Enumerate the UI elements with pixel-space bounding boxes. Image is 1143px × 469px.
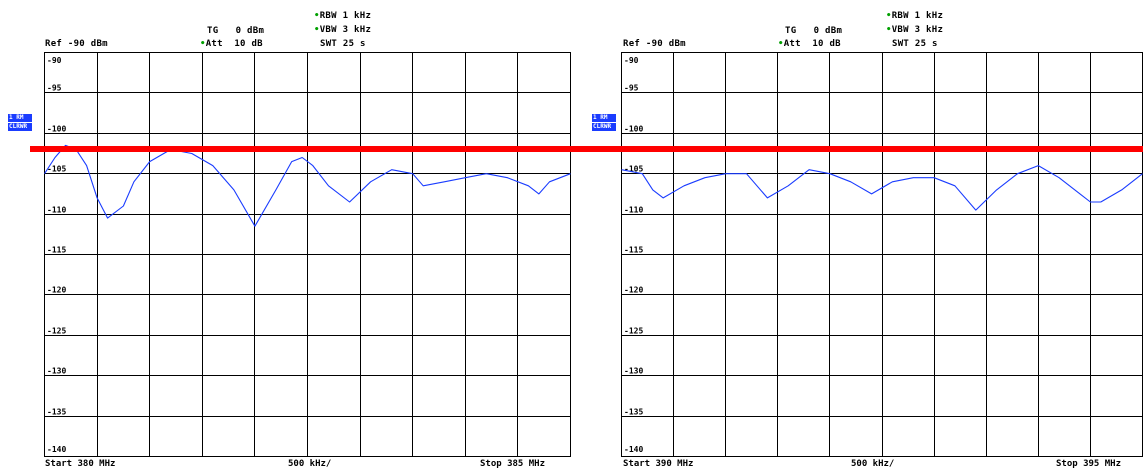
rbw-label: •RBW 1 kHz (886, 11, 944, 21)
y-tick-label: -120 (47, 286, 66, 295)
status-dot-icon: • (200, 39, 206, 49)
status-dot-icon: • (314, 25, 320, 35)
tg-label: TG 0 dBm (207, 26, 265, 36)
start-frequency: Start 390 MHz (623, 459, 694, 469)
y-tick-label: -130 (624, 367, 643, 376)
status-dot-icon: • (778, 39, 784, 49)
trace-mode-label: 1 RM (8, 114, 32, 122)
trace-mode-label: 1 RM (592, 114, 616, 122)
y-tick-label: -140 (624, 445, 643, 454)
span-per-div: 500 kHz/ (851, 459, 895, 469)
spectrum-svg-left: -90 -95 -100 -105 -110 -115 -120 -125 -130 -135 -1… (44, 52, 571, 457)
y-tick-label: -110 (47, 206, 66, 215)
swt-label: SWT 25 s (892, 39, 938, 49)
analyzer-panel-left: Ref -90 dBm TG 0 dBm •Att 10 dB •RBW 1 k… (0, 0, 572, 469)
span-per-div: 500 kHz/ (288, 459, 332, 469)
trace-indicator: 1 RM CLRWR (8, 114, 32, 132)
analyzer-panel-right: Ref -90 dBm TG 0 dBm •Att 10 dB •RBW 1 k… (578, 0, 1143, 469)
y-tick-label: -115 (624, 246, 643, 255)
y-tick-label: -100 (47, 125, 66, 134)
y-tick-label: -125 (624, 327, 643, 336)
y-tick-label: -110 (624, 206, 643, 215)
y-tick-label: -105 (47, 165, 66, 174)
y-tick-label: -95 (47, 84, 62, 93)
att-label: •Att 10 dB (200, 39, 263, 49)
y-tick-label: -120 (624, 286, 643, 295)
limit-line (30, 146, 1143, 152)
trace-detector-label: CLRWR (8, 123, 32, 131)
trace-detector-label: CLRWR (592, 123, 616, 131)
rbw-label: •RBW 1 kHz (314, 11, 372, 21)
y-tick-label: -95 (624, 84, 639, 93)
spectrum-plot-right: -90 -95 -100 -105 -110 -115 -120 -125 -130 -135 -1… (621, 52, 1143, 457)
status-dot-icon: • (886, 11, 892, 21)
spectrum-trace (44, 144, 571, 227)
vbw-label: •VBW 3 kHz (886, 25, 944, 35)
status-dot-icon: • (886, 25, 892, 35)
swt-label: SWT 25 s (320, 39, 366, 49)
ref-level-label: Ref -90 dBm (45, 39, 108, 49)
y-tick-label: -135 (47, 408, 66, 417)
tg-label: TG 0 dBm (785, 26, 843, 36)
y-tick-label: -140 (47, 445, 66, 454)
spectrum-plot-left: -90 -95 -100 -105 -110 -115 -120 -125 -130 -135 -1… (44, 52, 571, 457)
y-tick-label: -105 (624, 165, 643, 174)
y-tick-label: -115 (47, 246, 66, 255)
status-dot-icon: • (314, 11, 320, 21)
vbw-label: •VBW 3 kHz (314, 25, 372, 35)
trace-indicator: 1 RM CLRWR (592, 114, 616, 132)
start-frequency: Start 380 MHz (45, 459, 116, 469)
y-tick-label: -90 (624, 56, 639, 65)
stop-frequency: Stop 385 MHz (480, 459, 546, 469)
spectrum-svg-right: -90 -95 -100 -105 -110 -115 -120 -125 -130 -135 -1… (621, 52, 1143, 457)
stop-frequency: Stop 395 MHz (1056, 459, 1122, 469)
y-tick-label: -135 (624, 408, 643, 417)
y-tick-label: -100 (624, 125, 643, 134)
spectrum-trace (621, 165, 1143, 211)
att-label: •Att 10 dB (778, 39, 841, 49)
ref-level-label: Ref -90 dBm (623, 39, 686, 49)
y-tick-label: -90 (47, 56, 62, 65)
y-tick-label: -125 (47, 327, 66, 336)
y-tick-label: -130 (47, 367, 66, 376)
